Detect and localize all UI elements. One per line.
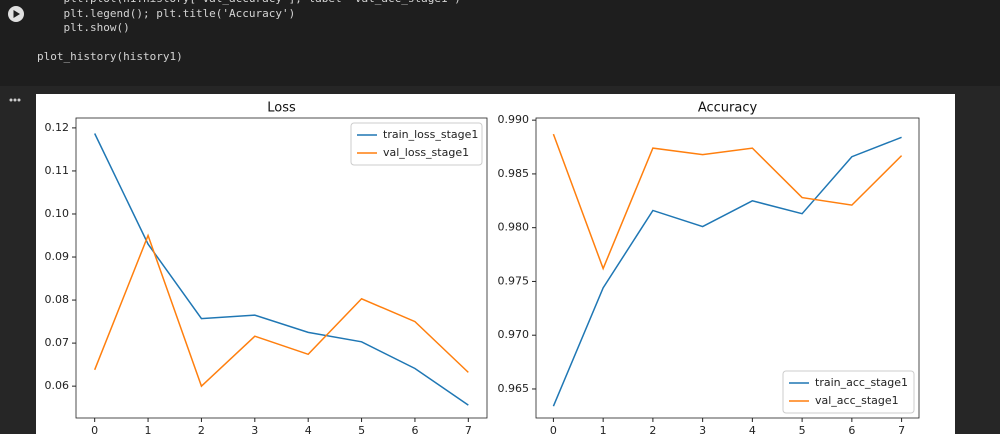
- x-tick-label: 3: [251, 424, 258, 434]
- code-line: plt.plot(h1.history['val_accuracy'], lab…: [37, 0, 461, 5]
- x-tick-label: 0: [91, 424, 98, 434]
- x-tick-label: 0: [550, 424, 557, 434]
- series-line: [552, 136, 902, 407]
- series-line: [93, 233, 469, 388]
- y-tick-label: 0.990: [498, 113, 530, 126]
- y-tick-label: 0.985: [498, 167, 530, 180]
- legend: train_acc_stage1 val_acc_stage1: [782, 370, 915, 414]
- x-tick-label: 3: [699, 424, 706, 434]
- x-tick-label: 2: [198, 424, 205, 434]
- y-tick-label: 0.980: [498, 221, 530, 234]
- y-tick-label: 0.07: [45, 336, 70, 349]
- x-tick-label: 7: [898, 424, 905, 434]
- x-tick-label: 4: [305, 424, 312, 434]
- axes-frame: [75, 117, 488, 419]
- y-tick-label: 0.12: [45, 121, 70, 134]
- code-line: plt.show(): [37, 21, 130, 34]
- x-tick-label: 7: [465, 424, 472, 434]
- dot: [17, 98, 21, 102]
- legend-box: [782, 370, 915, 414]
- legend-label: val_acc_stage1: [815, 394, 899, 407]
- x-tick-label: 5: [358, 424, 365, 434]
- y-tick-label: 0.11: [45, 164, 70, 177]
- series-line: [94, 133, 469, 406]
- x-tick-label: 1: [600, 424, 607, 434]
- y-tick-label: 0.970: [498, 328, 530, 341]
- chart-title: Accuracy: [698, 101, 758, 116]
- chart-title: Loss: [267, 101, 296, 116]
- x-tick-label: 5: [799, 424, 806, 434]
- legend-label: val_loss_stage1: [383, 146, 469, 159]
- y-tick-label: 0.965: [498, 382, 530, 395]
- code-line: plt.legend(); plt.title('Accuracy'): [37, 7, 295, 20]
- legend-box: [350, 122, 483, 166]
- code-line: plot_history(history1): [37, 50, 183, 63]
- legend-label: train_loss_stage1: [383, 128, 478, 141]
- x-tick-label: 6: [848, 424, 855, 434]
- y-tick-label: 0.975: [498, 274, 530, 287]
- run-icon: [13, 10, 20, 18]
- series-line: [552, 133, 903, 271]
- y-tick-label: 0.10: [45, 207, 70, 220]
- x-tick-label: 2: [649, 424, 656, 434]
- dot: [13, 98, 17, 102]
- code-cell: [0, 0, 1000, 86]
- y-tick-label: 0.09: [45, 250, 70, 263]
- y-tick-label: 0.06: [45, 379, 70, 392]
- x-tick-label: 6: [411, 424, 418, 434]
- legend-label: train_acc_stage1: [815, 376, 908, 389]
- y-tick-label: 0.08: [45, 293, 70, 306]
- axes-frame: [535, 117, 920, 419]
- output-menu[interactable]: [9, 98, 21, 102]
- x-tick-label: 4: [749, 424, 756, 434]
- x-tick-label: 1: [145, 424, 152, 434]
- dot: [9, 98, 13, 102]
- legend: train_loss_stage1 val_loss_stage1: [350, 122, 483, 166]
